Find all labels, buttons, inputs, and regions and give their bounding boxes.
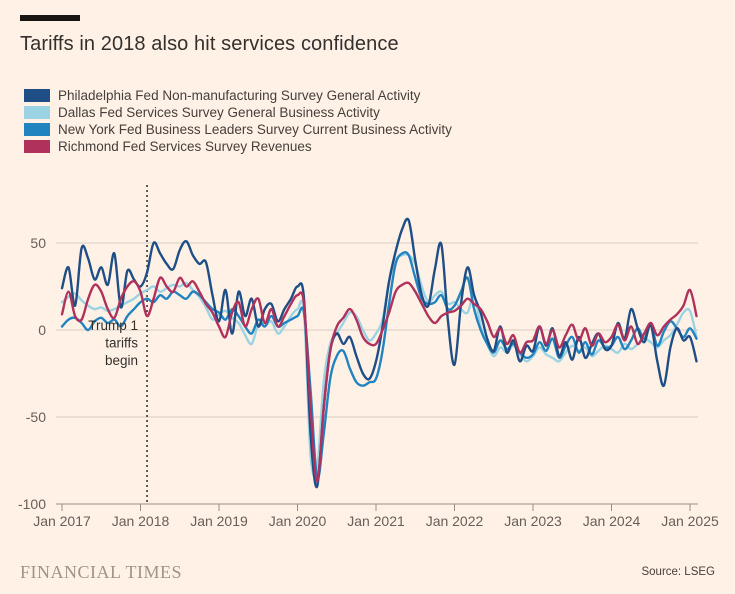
y-tick-label: 0 [38,322,46,338]
x-tick-label: Jan 2017 [33,513,91,529]
y-tick-label: 50 [30,235,46,251]
x-tick-label: Jan 2023 [504,513,562,529]
source-note: Source: LSEG [641,566,715,578]
legend-swatch [24,106,50,119]
x-tick-label: Jan 2021 [347,513,405,529]
series-line-3 [60,276,698,483]
event-annotation-line: tariffs [105,336,138,351]
legend-item-1: Dallas Fed Services Survey General Busin… [24,104,452,121]
legend-item-2: New York Fed Business Leaders Survey Cur… [24,121,452,138]
legend-swatch [24,123,50,136]
legend-label: Richmond Fed Services Survey Revenues [58,139,312,154]
legend-label: New York Fed Business Leaders Survey Cur… [58,122,452,137]
x-tick-label: Jan 2024 [583,513,641,529]
legend-item-3: Richmond Fed Services Survey Revenues [24,138,452,155]
x-tick-label: Jan 2025 [661,513,719,529]
legend-label: Dallas Fed Services Survey General Busin… [58,105,380,120]
event-annotation-line: Trump 1 [88,318,138,333]
series-line-2 [60,251,698,480]
legend-swatch [24,140,50,153]
y-tick-label: -100 [18,496,46,512]
x-tick-label: Jan 2019 [190,513,248,529]
series-line-0 [60,217,698,489]
ft-logo-text: FINANCIAL TIMES [20,562,183,582]
x-tick-label: Jan 2020 [269,513,327,529]
legend-label: Philadelphia Fed Non-manufacturing Surve… [58,88,421,103]
event-annotation-line: begin [105,353,138,368]
title-accent-bar [20,15,80,21]
legend-swatch [24,89,50,102]
legend-item-0: Philadelphia Fed Non-manufacturing Surve… [24,87,452,104]
legend: Philadelphia Fed Non-manufacturing Surve… [24,87,452,155]
x-tick-label: Jan 2022 [426,513,484,529]
x-tick-label: Jan 2018 [112,513,170,529]
chart-title: Tariffs in 2018 also hit services confid… [20,33,399,55]
y-tick-label: -50 [26,409,46,425]
